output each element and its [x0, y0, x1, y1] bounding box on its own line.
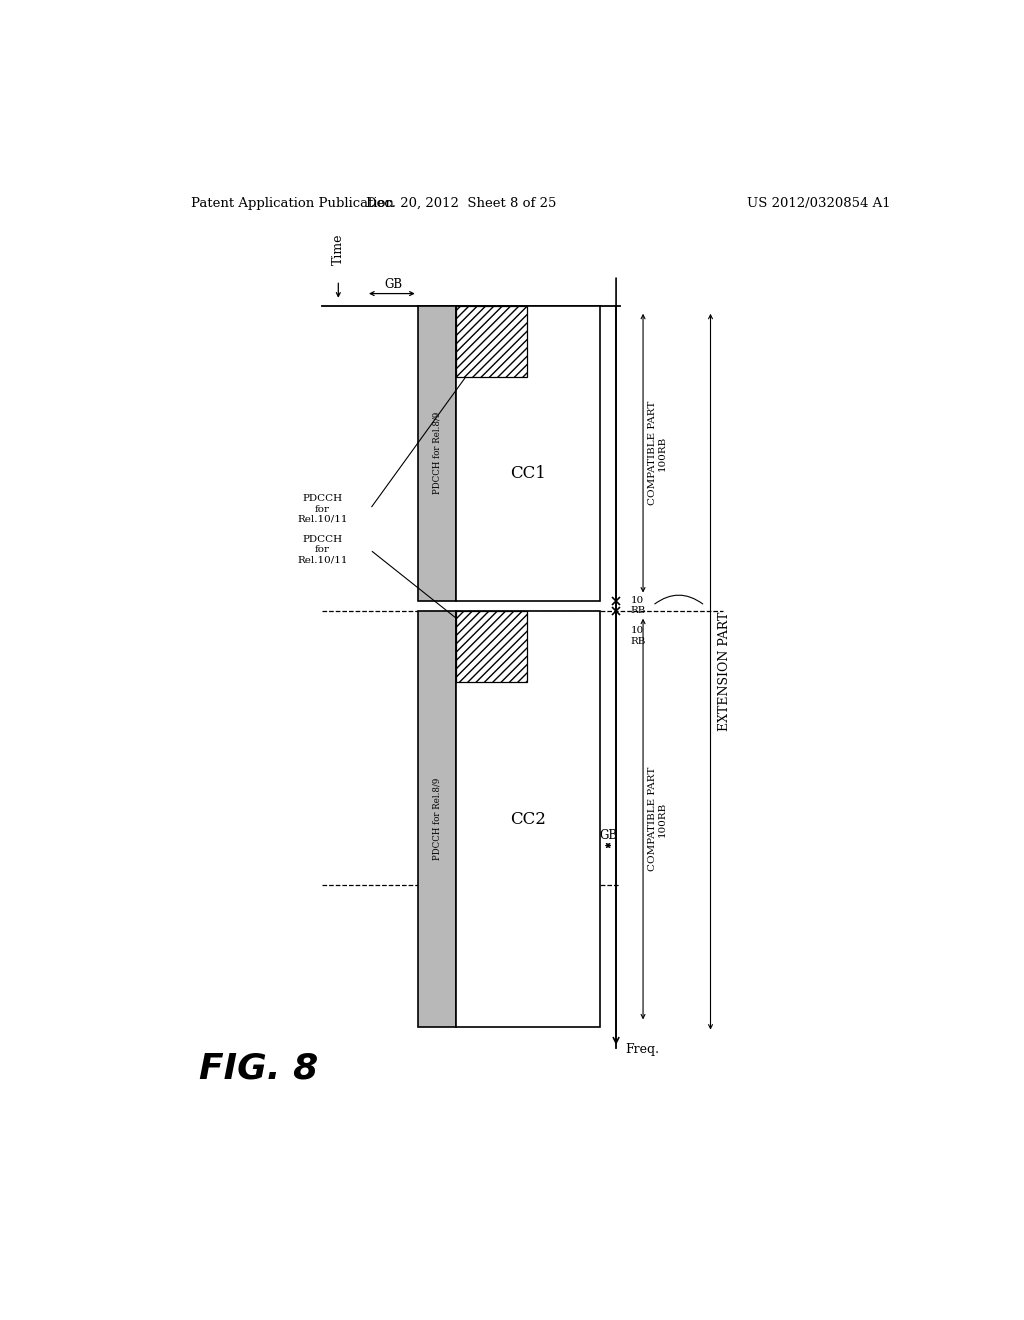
Text: CC2: CC2: [510, 810, 546, 828]
Text: EXTENSION PART: EXTENSION PART: [718, 612, 731, 731]
Text: Time: Time: [332, 234, 345, 265]
Text: PDCCH for Rel.8/9: PDCCH for Rel.8/9: [432, 777, 441, 861]
Bar: [456, 611, 600, 1027]
Bar: [456, 306, 527, 378]
Text: US 2012/0320854 A1: US 2012/0320854 A1: [748, 197, 891, 210]
Text: PDCCH
for
Rel.10/11: PDCCH for Rel.10/11: [297, 494, 348, 524]
Text: 10
RB: 10 RB: [631, 627, 646, 645]
Text: 10
RB: 10 RB: [631, 595, 646, 615]
Text: PDCCH
for
Rel.10/11: PDCCH for Rel.10/11: [297, 535, 348, 565]
Text: PDCCH for Rel.8/9: PDCCH for Rel.8/9: [432, 412, 441, 495]
Text: COMPATIBLE PART
100RB: COMPATIBLE PART 100RB: [647, 401, 667, 506]
Bar: [456, 306, 600, 601]
Bar: [418, 306, 456, 601]
Text: GB: GB: [599, 829, 617, 842]
Text: Freq.: Freq.: [626, 1043, 659, 1056]
Text: GB: GB: [385, 277, 402, 290]
Text: FIG. 8: FIG. 8: [200, 1051, 318, 1085]
Text: Dec. 20, 2012  Sheet 8 of 25: Dec. 20, 2012 Sheet 8 of 25: [367, 197, 556, 210]
Text: Patent Application Publication: Patent Application Publication: [191, 197, 394, 210]
Bar: [456, 611, 527, 682]
Text: COMPATIBLE PART
100RB: COMPATIBLE PART 100RB: [647, 767, 667, 871]
Bar: [418, 611, 456, 1027]
Text: CC1: CC1: [510, 465, 546, 482]
